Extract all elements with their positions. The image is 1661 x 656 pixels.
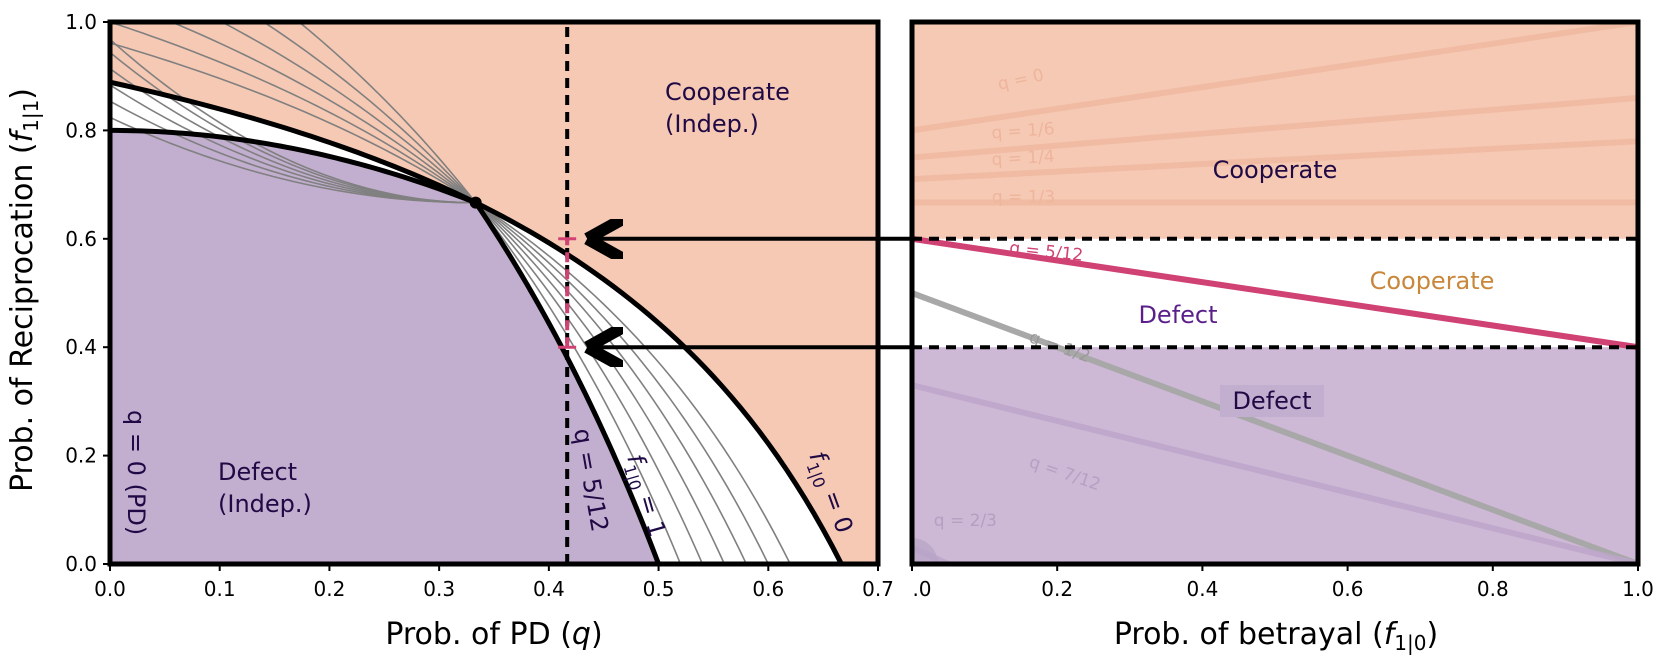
y-tick-label: 0.2 [65, 444, 97, 468]
q0-pd-boundary-curve [110, 127, 477, 205]
q-line-label-1: q = 1/6 [991, 119, 1055, 143]
y-tick-label: 0.8 [65, 118, 97, 142]
intersection-point [469, 196, 482, 209]
q-line-2 [912, 138, 1638, 183]
x-tick-label: 0.4 [1186, 577, 1218, 601]
q-line-1 [912, 94, 1638, 161]
left-panel: 0.0 0.1 0.2 0.3 0.4 0.5 0.6 0.7 0.0 0.2 0.4 0.6 0.8… [5, 10, 894, 652]
cooperate-region [110, 22, 878, 564]
y-tick-label: 0.6 [65, 227, 97, 251]
x-tick-label: 0.8 [1477, 577, 1509, 601]
q-line-0 [912, 22, 1638, 134]
q-line-label-2: q = 1/4 [991, 147, 1055, 170]
gray-curve [110, 42, 791, 564]
defect-mid-label: Defect [1138, 301, 1217, 329]
x-tick-label: 0.6 [752, 577, 784, 601]
defect-region [110, 130, 659, 564]
right-x-axis-label: Prob. of betrayal (f1|0) [1114, 617, 1438, 655]
cooperate-indep-label: Cooperate (Indep.) [665, 78, 798, 138]
x-tick-label: 0.3 [423, 577, 455, 601]
y-tick-label: 0.0 [65, 552, 97, 576]
cooperate-top-label: Cooperate [1213, 156, 1338, 184]
q-line-5 [912, 290, 1638, 564]
right-panel: q = 0q = 1/6q = 1/4q = 1/3q = 1/2q = 7/1… [909, 19, 1654, 655]
gray-curve [171, 22, 748, 564]
right-x-ticks: .0 0.2 0.4 0.6 0.8 1.0 [911, 564, 1654, 601]
q-line-label-7: q = 2/3 [934, 511, 997, 531]
x-tick-label: 0.0 [94, 577, 126, 601]
gray-curve [110, 22, 770, 564]
defect-bottom-label-bg [1220, 385, 1324, 417]
x-tick-label: 0.5 [643, 577, 675, 601]
defect-bottom-label: Defect [1232, 387, 1311, 415]
x-tick-label: 0.4 [533, 577, 565, 601]
x-tick-label: 0.7 [862, 577, 894, 601]
right-defect-region [912, 347, 1638, 564]
left-x-ticks: 0.0 0.1 0.2 0.3 0.4 0.5 0.6 0.7 [94, 564, 894, 601]
q-2-3-marker [912, 538, 938, 564]
x-tick-label: 0.6 [1332, 577, 1364, 601]
right-axes-frame [909, 19, 1641, 567]
left-axes-frame [107, 19, 881, 567]
x-tick-label: 0.1 [204, 577, 236, 601]
x-tick-label: .0 [912, 577, 931, 601]
gray-fan-curve [110, 38, 476, 204]
left-x-axis-label: Prob. of PD (q) [385, 617, 602, 652]
x-tick-label: 0.2 [1041, 577, 1073, 601]
x-tick-label: 1.0 [1622, 577, 1654, 601]
left-y-axis-label: Prob. of Reciprocation (f1|1) [5, 88, 43, 492]
q-5-12-line [912, 235, 1638, 351]
y-tick-label: 1.0 [65, 10, 97, 34]
x-tick-label: 0.2 [314, 577, 346, 601]
y-tick-label: 0.4 [65, 335, 97, 359]
q0-pd-label: q = 0 (PD) [122, 410, 150, 535]
q-line-6 [912, 382, 1638, 564]
left-y-ticks: 0.0 0.2 0.4 0.6 0.8 1.0 [65, 10, 110, 576]
cooperate-mid-label: Cooperate [1370, 267, 1495, 295]
q-line-label-3: q = 1/3 [992, 187, 1055, 207]
defect-indep-label: Defect (Indep.) [218, 458, 312, 518]
